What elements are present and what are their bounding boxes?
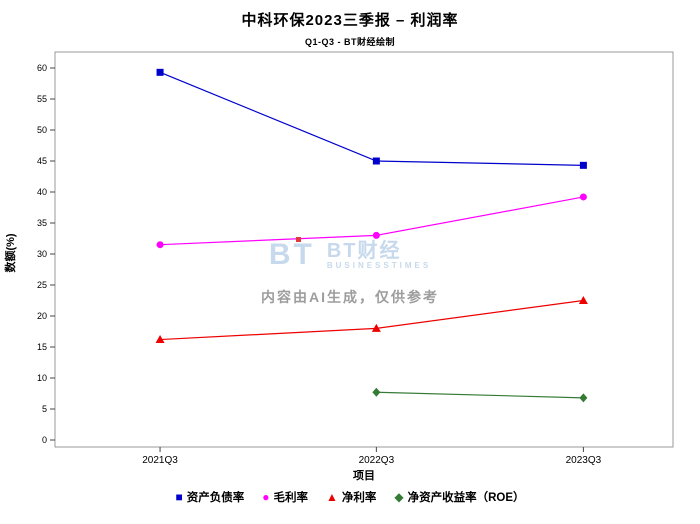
plot-area: 0 5 10 15 20 25 30 35 40 45 50 55 60 2021Q3 2022Q3 2023… [0, 48, 700, 485]
plot-border [54, 51, 674, 448]
chart-header: 中科环保2023三季报 – 利润率 Q1-Q3 - BT财经绘制 [0, 0, 700, 48]
legend-label: 净利率 [341, 492, 377, 504]
legend-marker-circle-icon: ● [262, 490, 270, 504]
legend-item: ● 毛利率 [262, 489, 308, 505]
data-point-square [372, 157, 380, 165]
y-tick-label: 40 [37, 187, 47, 197]
data-point-triangle [371, 323, 381, 332]
series-line [159, 71, 584, 166]
data-point-circle [579, 193, 587, 201]
legend-item: ▲ 净利率 [326, 489, 376, 505]
y-tick-label: 5 [42, 404, 47, 414]
chart-subtitle: Q1-Q3 - BT财经绘制 [304, 37, 395, 47]
data-point-triangle [155, 335, 165, 344]
y-tick-label: 50 [37, 125, 47, 135]
data-point-diamond [372, 387, 381, 397]
data-point-circle [372, 231, 380, 239]
y-axis-label: 数额(%) [3, 233, 17, 272]
y-tick-label: 15 [37, 342, 47, 352]
legend: ■ 资产负债率 ● 毛利率 ▲ 净利率 ◆ 净资产收益率（ROE） [0, 489, 700, 505]
series-line [160, 196, 584, 246]
y-tick-label: 10 [37, 373, 47, 383]
x-axis-label: 项目 [353, 469, 375, 482]
line-chart-svg: 0 5 10 15 20 25 30 35 40 45 50 55 60 2021Q3 2022Q3 2023… [3, 51, 674, 482]
legend-label: 净资产收益率（ROE） [407, 492, 525, 504]
y-tick-label: 55 [37, 94, 47, 104]
y-tick-label: 60 [37, 63, 47, 73]
y-tick-label: 45 [37, 156, 47, 166]
y-tick-label: 20 [37, 311, 47, 321]
legend-item: ■ 资产负债率 [175, 489, 244, 505]
data-point-square [579, 161, 587, 169]
data-point-square [156, 68, 164, 76]
y-tick-label: 0 [42, 435, 47, 445]
chart-title: 中科环保2023三季报 – 利润率 [241, 12, 459, 29]
data-point-circle [156, 241, 164, 249]
legend-item: ◆ 净资产收益率（ROE） [394, 489, 524, 505]
data-point-triangle [578, 296, 588, 304]
x-tick-label: 2021Q3 [142, 455, 178, 466]
y-tick-label: 25 [37, 280, 47, 290]
chart-page: 中科环保2023三季报 – 利润率 Q1-Q3 - BT财经绘制 0 5 10 15 2… [0, 0, 700, 505]
x-tick-label: 2023Q3 [566, 455, 602, 466]
legend-marker-square-icon: ■ [175, 490, 183, 504]
y-tick-label: 35 [37, 218, 47, 228]
data-point-diamond [579, 393, 588, 403]
x-tick-label: 2022Q3 [359, 455, 395, 466]
legend-label: 毛利率 [273, 492, 308, 504]
series-line [376, 391, 584, 399]
y-tick-label: 30 [37, 249, 47, 259]
legend-label: 资产负债率 [186, 492, 245, 504]
series-line [160, 299, 584, 341]
legend-marker-triangle-icon: ▲ [325, 490, 338, 504]
legend-marker-diamond-icon: ◆ [394, 490, 404, 504]
